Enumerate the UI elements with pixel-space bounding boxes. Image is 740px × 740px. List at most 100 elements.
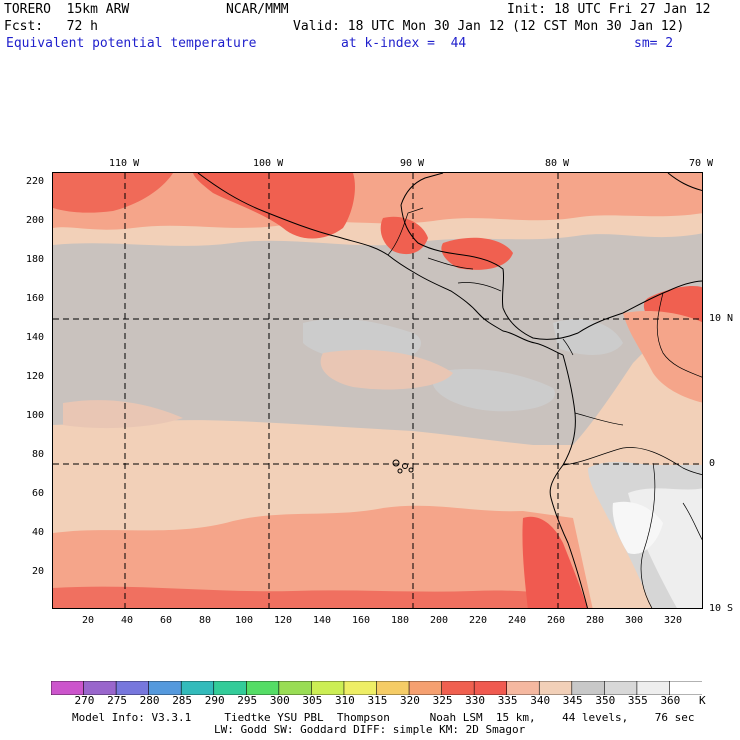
y-label-20: 20 (32, 566, 45, 577)
colorbar-tick-label: 295 (237, 694, 258, 707)
colorbar-tick-label: 280 (139, 694, 160, 707)
y-label-140: 140 (26, 332, 45, 343)
colorbar-swatch (213, 680, 248, 696)
x-label-320: 320 (664, 615, 683, 626)
model-info-line-2: LW: Godd SW: Goddard DIFF: simple KM: 2D… (214, 723, 526, 736)
coast-caribbean-islands (667, 173, 702, 191)
colorbar-swatch (115, 680, 150, 696)
galapagos-island-1 (392, 459, 400, 467)
colorbar-tick-label: 315 (367, 694, 388, 707)
colorbar-swatches (50, 680, 703, 696)
theta-e-patch-light-3 (553, 319, 623, 355)
y-label-220: 220 (26, 176, 45, 187)
x-label-280: 280 (586, 615, 605, 626)
x-label-180: 180 (391, 615, 410, 626)
colorbar-tick-label: 285 (172, 694, 193, 707)
colorbar-tick-label: 325 (432, 694, 453, 707)
x-label-60: 60 (160, 615, 173, 626)
model-info-line-1: Model Info: V3.3.1 Tiedtke YSU PBL Thomp… (72, 711, 695, 724)
colorbar-swatch (604, 680, 638, 696)
border-brazil-interior (682, 502, 702, 541)
colorbar-tick-label: 330 (465, 694, 486, 707)
colorbar-swatch (636, 680, 671, 696)
colorbar-swatch (669, 680, 703, 696)
coast-central-america-caribbean (400, 204, 624, 340)
x-label-240: 240 (508, 615, 527, 626)
border-peru-brazil (640, 462, 656, 608)
x-label-80: 80 (199, 615, 212, 626)
theta-e-guatemala-330 (380, 216, 428, 255)
x-label-260: 260 (547, 615, 566, 626)
colorbar-swatch (83, 680, 117, 696)
y-label-180: 180 (26, 254, 45, 265)
colorbar-swatch (571, 680, 606, 696)
coast-south-america-pacific (549, 354, 588, 608)
border-colombia-venezuela (656, 292, 702, 378)
galapagos-island-4 (408, 467, 414, 473)
coast-central-america-pacific (414, 272, 564, 356)
lat-label-0: 0 (709, 458, 716, 469)
x-label-140: 140 (313, 615, 332, 626)
colorbar-tick-label: 275 (107, 694, 127, 707)
colorbar-tick-label: 290 (204, 694, 225, 707)
theta-e-peru-coast-330 (522, 516, 588, 608)
colorbar-swatch (441, 680, 475, 696)
lat-label-10s: 10 S (709, 603, 734, 614)
theta-e-south-band-330 (53, 586, 588, 608)
colorbar-swatch (311, 680, 345, 696)
colorbar-swatch (376, 680, 410, 696)
theta-e-patch-salmon-2 (63, 400, 183, 429)
theta-e-patch-salmon-1 (320, 349, 453, 390)
colorbar-tick-label: 305 (302, 694, 323, 707)
theta-e-mexico-330 (193, 173, 355, 239)
border-panama-colombia (562, 338, 574, 356)
border-honduras (427, 257, 474, 270)
galapagos-island-2 (402, 463, 408, 469)
field-name: Equivalent potential temperature (6, 36, 257, 51)
x-label-40: 40 (121, 615, 134, 626)
init-time: Init: 18 UTC Fri 27 Jan 12 (507, 2, 711, 17)
level-label: at k-index = 44 (341, 36, 467, 51)
colorbar-unit: K (699, 694, 706, 707)
model-title: TORERO 15km ARW (4, 2, 130, 17)
colorbar-swatch (538, 680, 573, 696)
lon-label-110w: 110 W (109, 158, 140, 169)
coast-northern-south-america (622, 280, 702, 314)
theta-e-andes-white (612, 501, 663, 554)
center-label: NCAR/MMM (226, 2, 289, 17)
lon-label-80w: 80 W (545, 158, 570, 169)
x-label-160: 160 (352, 615, 371, 626)
colorbar-swatch (278, 680, 313, 696)
colorbar-tick-label: 355 (627, 694, 648, 707)
colorbar-tick-label: 360 (660, 694, 681, 707)
smoothing-label: sm= 2 (634, 36, 674, 51)
x-label-300: 300 (625, 615, 644, 626)
colorbar (50, 680, 703, 699)
theta-e-patch-light-2 (433, 368, 555, 412)
colorbar-tick-label: 310 (334, 694, 355, 707)
border-ecuador-peru (562, 447, 702, 475)
theta-e-north-band-330 (53, 173, 173, 213)
colorbar-swatch (343, 680, 378, 696)
y-label-200: 200 (26, 215, 45, 226)
colorbar-tick-label: 350 (595, 694, 616, 707)
colorbar-swatch (180, 680, 215, 696)
y-label-120: 120 (26, 371, 45, 382)
y-label-40: 40 (32, 527, 45, 538)
border-nicaragua (457, 282, 502, 292)
y-label-100: 100 (26, 410, 45, 421)
colorbar-tick-label: 320 (400, 694, 420, 707)
x-label-200: 200 (430, 615, 449, 626)
theta-e-south-band-335-340 (53, 505, 593, 608)
coast-yucatan (400, 173, 444, 206)
x-label-120: 120 (274, 615, 293, 626)
theta-e-map (53, 173, 702, 608)
theta-e-honduras-330 (441, 237, 513, 270)
colorbar-tick-label: 300 (269, 694, 290, 707)
colorbar-tick-label: 335 (497, 694, 518, 707)
colorbar-swatch (506, 680, 541, 696)
lon-label-100w: 100 W (253, 158, 284, 169)
y-label-160: 160 (26, 293, 45, 304)
colorbar-tick-label: 340 (530, 694, 551, 707)
forecast-hour: Fcst: 72 h (4, 19, 98, 34)
